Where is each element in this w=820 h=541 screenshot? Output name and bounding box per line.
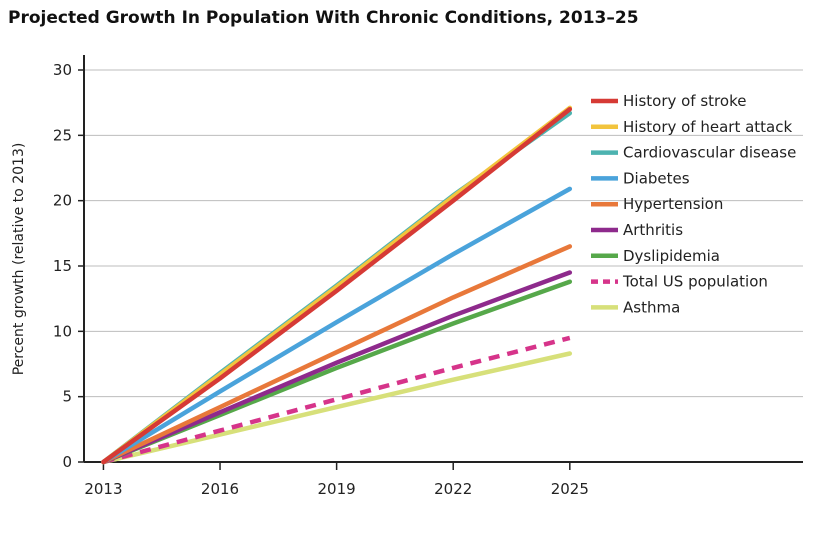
x-tick-label: 2022: [434, 480, 472, 498]
legend-label: Cardiovascular disease: [623, 144, 796, 162]
y-tick-label: 10: [53, 322, 72, 340]
y-tick-labels: 0 5 10 15 20 25 30: [53, 61, 72, 471]
legend-label: Total US population: [622, 273, 768, 291]
legend-label: Arthritis: [623, 221, 683, 239]
series-line: [101, 270, 573, 465]
y-axis-title: Percent growth (relative to 2013): [11, 143, 27, 376]
legend-label: History of stroke: [623, 92, 746, 110]
legend-label: Asthma: [623, 298, 680, 316]
y-tick-label: 5: [62, 388, 72, 406]
x-tick-label: 2013: [84, 480, 122, 498]
x-tick-labels: 2013 2016 2019 2022 2025: [84, 480, 589, 498]
series-line: [101, 186, 573, 465]
legend-label: History of heart attack: [623, 118, 792, 136]
legend-label: Dyslipidemia: [623, 247, 720, 265]
y-tick-label: 30: [53, 61, 72, 79]
x-tick-label: 2019: [318, 480, 356, 498]
y-tick-label: 25: [53, 126, 72, 144]
series-line: [101, 106, 573, 465]
axes: [78, 55, 803, 470]
series-lines: [101, 105, 573, 465]
y-tick-label: 20: [53, 192, 72, 210]
series-line: [102, 335, 571, 465]
y-tick-label: 0: [62, 453, 72, 471]
y-tick-label: 15: [53, 257, 72, 275]
series-line: [101, 244, 573, 465]
x-tick-label: 2025: [551, 480, 589, 498]
legend-label: Hypertension: [623, 195, 723, 213]
x-tick-label: 2016: [201, 480, 239, 498]
legend-label: Diabetes: [623, 169, 690, 187]
chart-title: Projected Growth In Population With Chro…: [8, 8, 639, 28]
series-line: [101, 279, 573, 465]
legend: History of stroke History of heart attack…: [591, 92, 796, 316]
series-line: [101, 351, 573, 465]
